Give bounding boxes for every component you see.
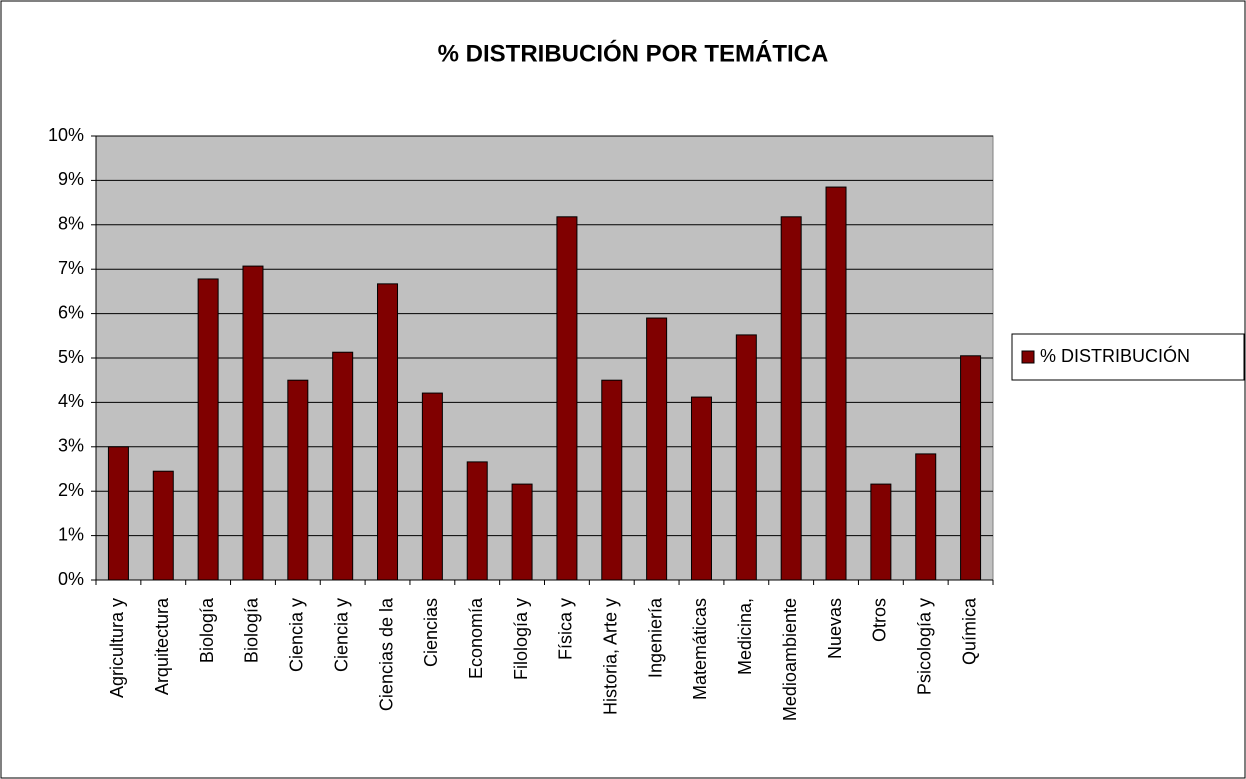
- x-tick-label: Medioambiente: [780, 598, 800, 721]
- x-tick-label: Ingeniería: [645, 597, 665, 678]
- x-tick-label: Otros: [870, 598, 890, 642]
- y-tick-label: 6%: [58, 302, 84, 322]
- x-tick-label: Ciencias: [421, 598, 441, 667]
- x-tick-label: Ciencia y: [331, 598, 351, 672]
- bar: [556, 216, 578, 581]
- x-tick-label: Historia, Arte y: [601, 598, 621, 715]
- x-tick-label: Agricultura y: [107, 598, 127, 698]
- chart-title: % DISTRIBUCIÓN POR TEMÁTICA: [438, 39, 829, 67]
- x-tick-label: Arquitectura: [152, 597, 172, 695]
- y-tick-label: 4%: [58, 391, 84, 411]
- bar: [915, 453, 937, 581]
- bar: [107, 446, 129, 581]
- bar: [646, 317, 668, 581]
- legend-box: [1011, 333, 1245, 381]
- x-tick-label: Filología y: [511, 598, 531, 680]
- x-tick-label: Economía: [466, 597, 486, 679]
- x-tick-label: Biología: [242, 597, 262, 663]
- bar: [466, 461, 488, 581]
- y-tick-label: 2%: [58, 480, 84, 500]
- x-tick-label: Nuevas: [825, 598, 845, 659]
- y-tick-label: 0%: [58, 569, 84, 589]
- bar: [735, 334, 757, 581]
- bar: [511, 483, 533, 581]
- y-tick-label: 5%: [58, 347, 84, 367]
- bar: [377, 283, 399, 581]
- legend-marker: [1021, 350, 1035, 364]
- bar: [870, 483, 892, 581]
- bar: [332, 351, 354, 581]
- x-tick-label: Biología: [197, 597, 217, 663]
- y-tick-label: 3%: [58, 436, 84, 456]
- bar: [601, 379, 623, 581]
- bar: [421, 392, 443, 581]
- bar: [780, 216, 802, 581]
- x-tick-label: Física y: [556, 598, 576, 660]
- legend-label: % DISTRIBUCIÓN: [1040, 345, 1190, 366]
- bar: [197, 278, 219, 581]
- x-tick-label: Química: [959, 597, 979, 665]
- bar: [825, 186, 847, 581]
- x-tick-label: Ciencia y: [287, 598, 307, 672]
- bar: [690, 396, 712, 581]
- bar: [242, 265, 264, 581]
- x-tick-label: Ciencias de la: [376, 597, 396, 711]
- y-tick-label: 8%: [58, 214, 84, 234]
- bar: [960, 355, 982, 581]
- x-tick-label: Matemáticas: [690, 598, 710, 700]
- y-tick-label: 7%: [58, 258, 84, 278]
- y-tick-label: 9%: [58, 169, 84, 189]
- bar: [287, 379, 309, 581]
- bar: [152, 470, 174, 581]
- x-tick-label: Psicología y: [914, 598, 934, 695]
- y-tick-label: 10%: [48, 125, 84, 145]
- y-tick-label: 1%: [58, 524, 84, 544]
- x-tick-label: Medicina,: [735, 598, 755, 675]
